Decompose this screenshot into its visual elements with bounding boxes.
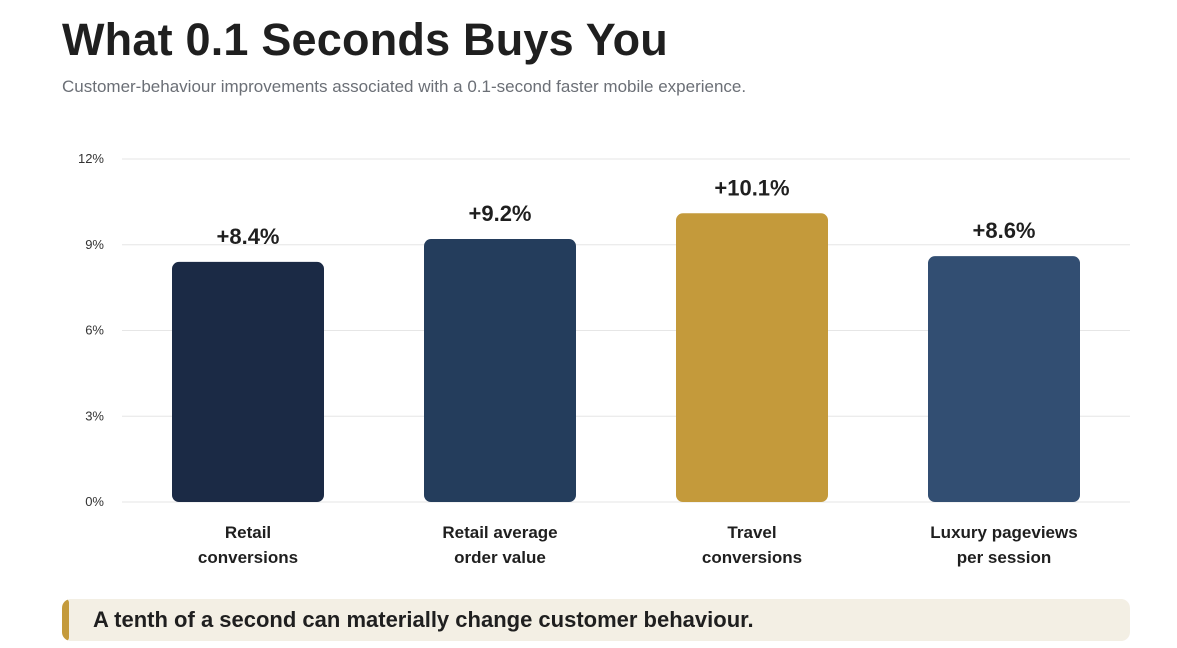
y-tick-label: 0%	[85, 494, 104, 509]
y-tick-label: 9%	[85, 237, 104, 252]
bar-chart: 0% 3% 6% 9% 12% +8.4% Retail conversions +9.2% Re…	[78, 151, 1130, 567]
x-tick-label: Travel	[727, 523, 776, 542]
bar	[928, 256, 1080, 502]
data-label: +8.6%	[973, 218, 1036, 243]
data-label: +10.1%	[714, 175, 789, 200]
data-label: +8.4%	[217, 224, 280, 249]
x-tick-label: order value	[454, 548, 546, 567]
x-tick-label: conversions	[198, 548, 298, 567]
data-label: +9.2%	[469, 201, 532, 226]
x-tick-label: Retail average	[442, 523, 557, 542]
x-tick-label: conversions	[702, 548, 802, 567]
y-tick-label: 3%	[85, 408, 104, 423]
y-tick-label: 12%	[78, 151, 104, 166]
takeaway-text: A tenth of a second can materially chang…	[93, 607, 754, 632]
bar	[424, 239, 576, 502]
chart-subtitle: Customer-behaviour improvements associat…	[62, 77, 747, 96]
takeaway-callout: A tenth of a second can materially chang…	[62, 599, 1130, 641]
bar	[172, 261, 324, 502]
chart-title: What 0.1 Seconds Buys You	[62, 14, 668, 65]
takeaway-accent-bar	[62, 599, 69, 641]
bar	[676, 213, 828, 502]
x-tick-label: Luxury pageviews	[930, 523, 1077, 542]
x-tick-label: Retail	[225, 523, 271, 542]
x-tick-label: per session	[957, 548, 1052, 567]
y-tick-label: 6%	[85, 323, 104, 338]
